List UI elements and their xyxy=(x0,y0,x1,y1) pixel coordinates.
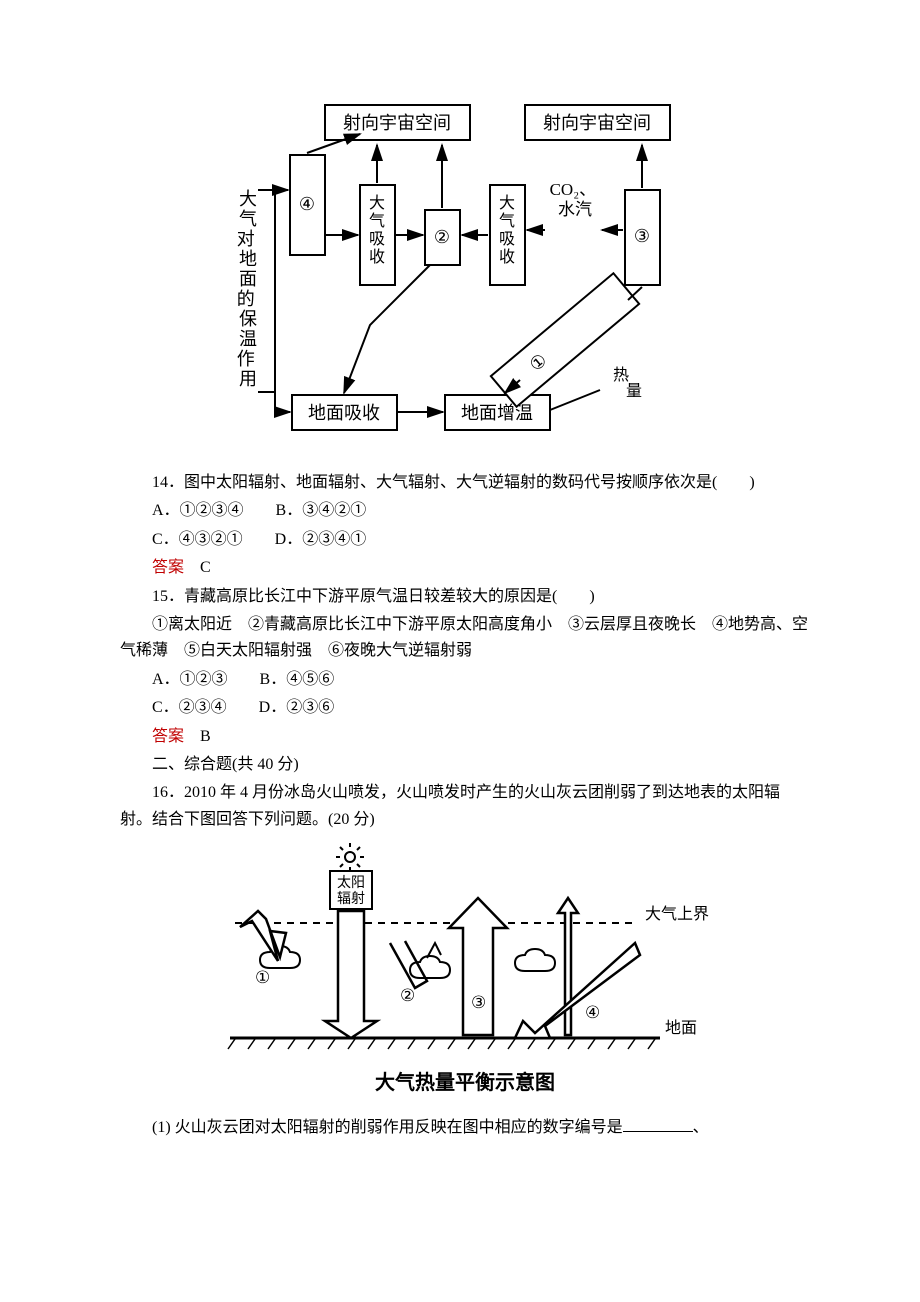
d2-circle-3: ③ xyxy=(471,993,486,1012)
diagram-2: 太阳辐射 大气上界 地面 xyxy=(120,843,810,1063)
q15-reasons: ①离太阳近 ②青藏高原比长江中下游平原太阳高度角小 ③云层厚且夜晚长 ④地势高、… xyxy=(120,612,810,665)
circle-2: ② xyxy=(434,227,450,247)
q15-opts-ab: A．①②③ B．④⑤⑥ xyxy=(120,667,810,693)
co2-text: CO₂、 水汽 xyxy=(550,180,601,219)
box-top-left-text: 射向宇宙空间 xyxy=(343,113,451,133)
d2-circle-4: ④ xyxy=(585,1003,600,1022)
arrow-heat-out xyxy=(550,390,600,410)
q15-answer: 答案 B xyxy=(120,724,810,750)
ground-heat-text: 地面增温 xyxy=(461,403,533,423)
circle-4: ④ xyxy=(299,194,315,214)
q14-opts-cd: C．④③②① D．②③④① xyxy=(120,527,810,553)
arrow-solar-down xyxy=(325,911,377,1038)
answer-label: 答案 xyxy=(152,559,184,576)
sun-icon xyxy=(336,843,364,871)
q16-stem: 16．2010 年 4 月份冰岛火山喷发，火山喷发时产生的火山灰云团削弱了到达地… xyxy=(120,780,810,833)
diagram-2-svg: 太阳辐射 大气上界 地面 xyxy=(205,843,725,1063)
q14-answer: 答案 C xyxy=(120,555,810,581)
diagram-1: 大气对 地面的 保温作 用 射向宇宙空间 射向宇宙空间 ④ 大气吸收 ② xyxy=(120,90,810,450)
blank-1[interactable] xyxy=(623,1115,693,1132)
q14-stem: 14．图中太阳辐射、地面辐射、大气辐射、大气逆辐射的数码代号按顺序依次是( ) xyxy=(120,470,810,496)
section-2-heading: 二、综合题(共 40 分) xyxy=(120,752,810,778)
diagram-2-caption: 大气热量平衡示意图 xyxy=(120,1067,810,1100)
ground-hatch xyxy=(228,1039,655,1049)
ground-absorb-text: 地面吸收 xyxy=(308,403,380,423)
d2-circle-2: ② xyxy=(400,986,415,1005)
arrow-ground-up xyxy=(449,898,507,1035)
circle-3: ③ xyxy=(634,226,650,246)
q15-opts-cd: C．②③④ D．②③⑥ xyxy=(120,695,810,721)
atmosphere-label: 大气上界 xyxy=(645,905,709,923)
d2-circle-1: ① xyxy=(255,968,270,987)
ground-label: 地面 xyxy=(665,1019,697,1037)
diagram-1-svg: 大气对 地面的 保温作 用 射向宇宙空间 射向宇宙空间 ④ 大气吸收 ② xyxy=(230,90,700,450)
q14-opts-ab: A．①②③④ B．③④②① xyxy=(120,498,810,524)
side-label: 大气对 地面的 保温作 用 xyxy=(237,189,260,389)
box-top-right-text: 射向宇宙空间 xyxy=(543,113,651,133)
side-label-text: 大气对 地面的 保温作 用 xyxy=(237,189,260,389)
heat-text: 热量 xyxy=(613,366,642,400)
q15-stem: 15．青藏高原比长江中下游平原气温日较差较大的原因是( ) xyxy=(120,584,810,610)
q16-sub1: (1) 火山灰云团对太阳辐射的削弱作用反映在图中相应的数字编号是、 xyxy=(120,1115,810,1141)
answer-label: 答案 xyxy=(152,728,184,745)
